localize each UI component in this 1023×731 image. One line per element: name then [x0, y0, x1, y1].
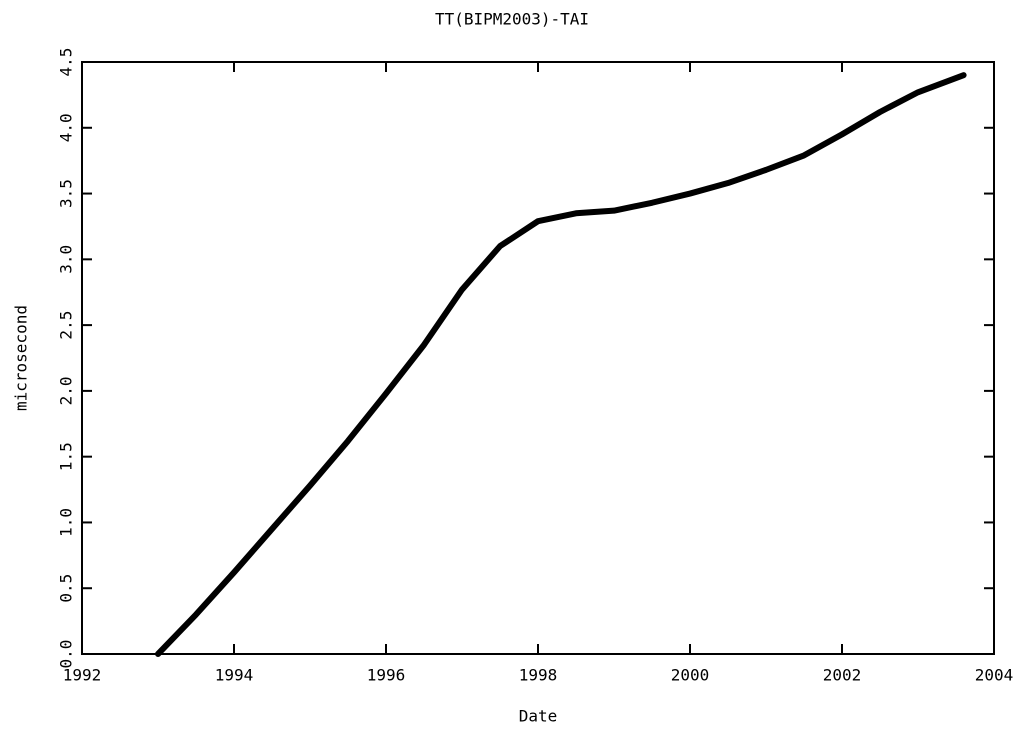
y-tick-label: 2.0: [57, 376, 76, 405]
y-axis-label: microsecond: [12, 305, 31, 411]
y-tick-label: 1.5: [57, 442, 76, 471]
y-tick-label: 4.0: [57, 113, 76, 142]
y-tick-label: 2.5: [57, 311, 76, 340]
y-tick-label: 0.0: [57, 640, 76, 669]
y-tick-label: 3.0: [57, 245, 76, 274]
y-tick-label: 1.0: [57, 508, 76, 537]
x-tick-label: 1994: [215, 666, 254, 685]
x-tick-label: 1996: [367, 666, 406, 685]
x-tick-label: 1992: [63, 666, 102, 685]
x-tick-label: 1998: [519, 666, 558, 685]
x-tick-label: 2004: [975, 666, 1014, 685]
y-tick-label: 0.5: [57, 574, 76, 603]
x-tick-label: 2002: [823, 666, 862, 685]
x-tick-label: 2000: [671, 666, 710, 685]
y-tick-label: 3.5: [57, 179, 76, 208]
y-tick-label: 4.5: [57, 48, 76, 77]
chart-title: TT(BIPM2003)-TAI: [435, 10, 589, 29]
data-line: [155, 72, 967, 657]
x-axis-label: Date: [519, 707, 558, 726]
plot-frame: [81, 61, 995, 655]
